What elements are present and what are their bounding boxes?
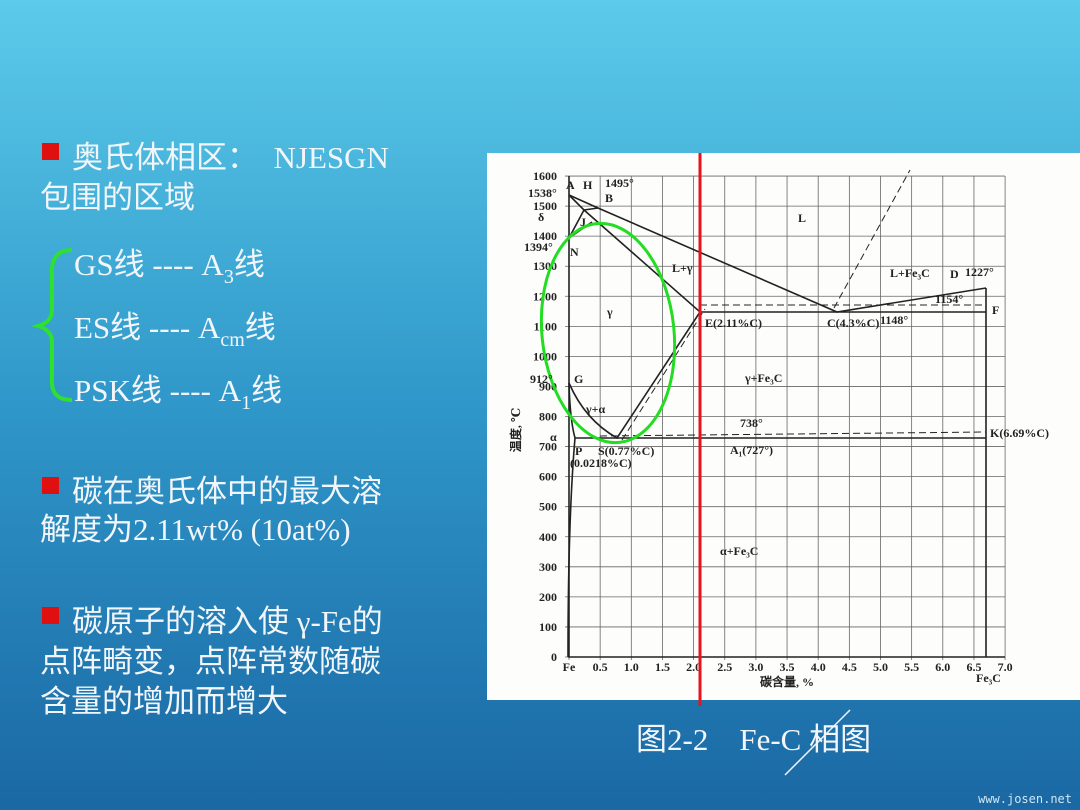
diagram-label: Fe₃C [976,671,1001,685]
x-tick-label: 6.0 [935,660,950,674]
diagram-label: γ+α [585,402,605,416]
subscript: 3 [224,266,234,288]
liquidus [568,194,987,313]
brace [30,248,73,402]
diagram-label: L+Fe₃C [890,266,930,280]
text: 点阵畸变，点阵常数随碳 [40,644,381,679]
subscript: cm [220,329,245,351]
x-tick-label: 0.5 [593,660,608,674]
x-tick-label: 2.0 [686,660,701,674]
text: 线 [234,247,265,282]
diagram-label: K(6.69%C) [990,426,1049,440]
y-tick-label: 1100 [534,319,557,333]
diagram-label: α [550,430,557,444]
diagram-label: δ [538,210,544,224]
diagram-label: G [574,372,583,386]
diagram-label: 1538° [528,186,557,200]
diagram-label: E(2.11%C) [705,316,762,330]
text: GS线 ---- A [74,247,224,282]
bounds [568,176,1005,658]
diagram-label: 1394° [524,240,553,254]
text: 碳在奥氏体中的最大溶 [72,474,382,509]
line-label: GS线 ---- A3线 [74,247,265,288]
y-tick-label: 200 [539,590,557,604]
text: 线 [245,310,276,345]
x-tick-label: 7.0 [998,660,1013,674]
diagram-label: A₁(727°) [730,443,773,457]
y-tick-label: 800 [539,410,557,424]
y-tick-label: 100 [539,620,557,634]
y-tick-label: 1500 [533,199,557,213]
text: PSK线 ---- A [74,373,242,408]
y-tick-label: 1200 [533,289,557,303]
x-tick-label: 1.0 [624,660,639,674]
diagram-label: L+γ [672,261,693,275]
y-tick-label: 300 [539,560,557,574]
diagram-label: 912° [530,372,553,386]
diagram-label: 1148° [880,313,908,327]
y-tick-label: 700 [539,440,557,454]
stroke [784,709,851,776]
bullet [42,143,59,160]
bullet [42,477,59,494]
diagram-label: D [950,267,959,281]
text: 包围的区域 [40,180,195,215]
x-tick-label: 5.0 [873,660,888,674]
diagram-label: S(0.77%C) [598,444,654,458]
x-tick-label: 4.0 [811,660,826,674]
y-tick-label: 1400 [533,229,557,243]
text: 碳原子的溶入使 γ-Fe的 [72,604,383,639]
diagram-label: A [566,178,575,192]
axis-title: 碳含量, % [760,674,814,689]
diagram-label: P [575,444,582,458]
y-tick-label: 400 [539,530,557,544]
x-tick-label: 3.5 [780,660,795,674]
x-tick-label: 2.5 [717,660,732,674]
watermark: www.josen.net [978,792,1072,806]
text: 奥氏体相区： NJESGN [72,140,389,175]
subscript: 1 [241,392,251,414]
highlight [539,221,677,445]
bullet [42,607,59,624]
x-tick-label: 6.5 [966,660,981,674]
x-tick-label: 1.5 [655,660,670,674]
text: 解度为2.11wt% (10at%) [40,512,351,547]
diagram-label: 1227° [965,265,994,279]
diagram-label: 738° [740,416,763,430]
diagram-label: 1154° [935,292,963,306]
x-tick-label: Fe [563,660,576,674]
diagram-label: B [605,191,613,205]
x-tick-label: 3.0 [748,660,763,674]
diagram-label: N [570,245,579,259]
axis-title: 温度, ℃ [508,408,523,452]
text: 线 [251,373,282,408]
diagram-label: F [992,303,999,317]
dashed-lines [599,169,987,441]
diagram-label: γ [606,305,613,319]
y-tick-label: 0 [551,650,557,664]
diagram-label: L [798,211,806,225]
line-label: ES线 ---- Acm线 [74,310,276,351]
y-tick-label: 1600 [533,169,557,183]
y-tick-label: 600 [539,470,557,484]
diagram-label: α+Fe₃C [720,544,758,558]
diagram-label: J [580,215,586,229]
diagram-label: C(4.3%C) [827,316,879,330]
line-label: PSK线 ---- A1线 [74,373,282,414]
diagram-label: γ+Fe₃C [744,371,782,385]
caption: 图2-2 Fe-C 相图 [636,722,871,757]
text: 含量的增加而增大 [40,684,288,719]
x-tick-label: 5.5 [904,660,919,674]
solidus [568,194,986,313]
diagram-label: (0.0218%C) [570,456,632,470]
text: ES线 ---- A [74,310,221,345]
diagram-label: H [583,178,593,192]
y-tick-label: 500 [539,500,557,514]
figure [487,153,1080,700]
x-tick-label: 4.5 [842,660,857,674]
diagram-label: 1495° [605,176,634,190]
